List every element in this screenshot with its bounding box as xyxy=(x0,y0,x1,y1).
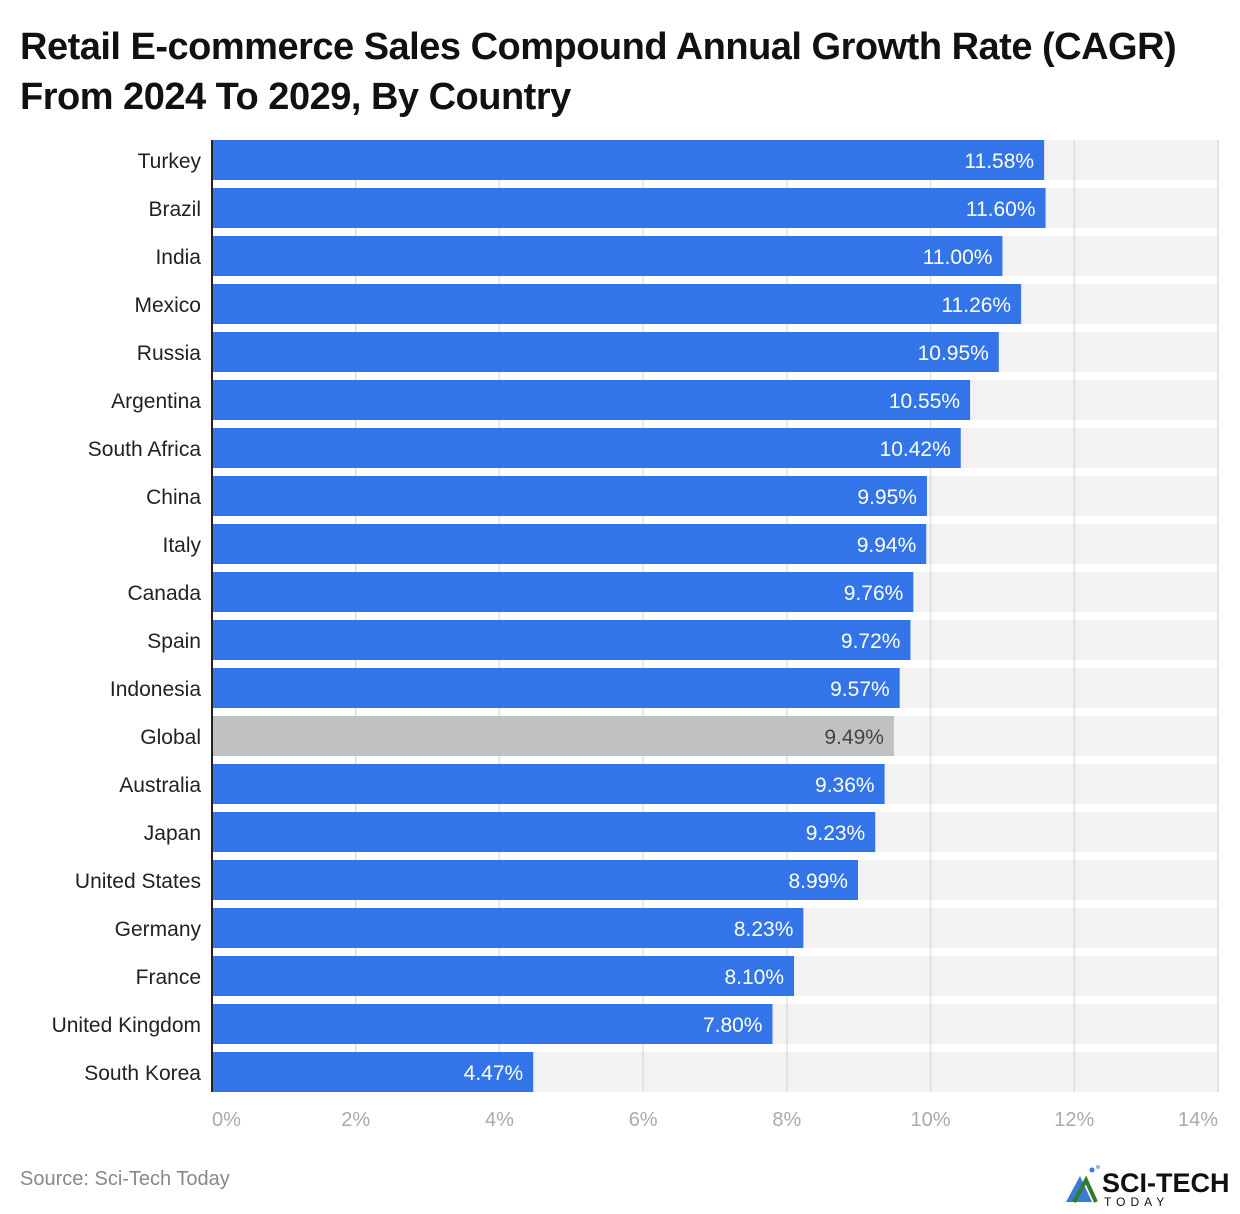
data-label: 10.55% xyxy=(889,390,960,413)
category-label: Italy xyxy=(162,534,201,557)
bar xyxy=(212,332,999,372)
chart-title: Retail E-commerce Sales Compound Annual … xyxy=(20,26,1177,118)
data-label: 9.49% xyxy=(824,726,884,749)
category-label: Germany xyxy=(115,918,202,941)
data-label: 9.36% xyxy=(815,774,875,797)
data-label: 11.58% xyxy=(964,150,1034,173)
category-label: Argentina xyxy=(111,390,201,413)
bar xyxy=(212,524,927,564)
category-label: Spain xyxy=(147,630,201,653)
category-label: Turkey xyxy=(138,150,202,173)
bar xyxy=(212,620,911,660)
category-label: Canada xyxy=(127,582,201,605)
data-label: 8.99% xyxy=(788,870,848,893)
data-label: 7.80% xyxy=(703,1014,763,1037)
x-tick-label: 4% xyxy=(485,1109,514,1131)
x-tick-label: 12% xyxy=(1054,1109,1094,1131)
data-label: 8.23% xyxy=(734,918,794,941)
category-label: South Africa xyxy=(88,438,202,461)
bar xyxy=(212,668,900,708)
bar xyxy=(212,716,894,756)
x-tick-label: 6% xyxy=(629,1109,658,1131)
category-label: France xyxy=(136,966,201,989)
data-label: 4.47% xyxy=(464,1062,524,1085)
data-label: 10.95% xyxy=(918,342,989,365)
category-label: India xyxy=(155,246,201,269)
category-label: China xyxy=(146,486,201,509)
bar xyxy=(212,764,885,804)
category-label: Australia xyxy=(119,774,201,797)
bar xyxy=(212,380,971,420)
data-label: 9.94% xyxy=(857,534,917,557)
category-label: United States xyxy=(75,870,201,893)
data-label: 9.95% xyxy=(857,486,917,509)
x-tick-label: 10% xyxy=(911,1109,951,1131)
category-label: Japan xyxy=(144,822,201,845)
x-tick-label: 2% xyxy=(341,1109,370,1131)
category-label: South Korea xyxy=(84,1062,201,1085)
svg-text:SCI-TECH: SCI-TECH xyxy=(1102,1168,1230,1198)
bar xyxy=(212,572,914,612)
svg-text:TODAY: TODAY xyxy=(1104,1195,1169,1208)
bar xyxy=(212,1004,773,1044)
data-label: 9.57% xyxy=(830,678,890,701)
bar xyxy=(212,140,1045,180)
bar xyxy=(212,812,876,852)
data-label: 11.00% xyxy=(923,246,993,269)
x-tick-label: 8% xyxy=(772,1109,801,1131)
sci-tech-today-logo: SCI-TECH TODAY xyxy=(1066,1165,1230,1208)
data-label: 11.60% xyxy=(966,198,1036,221)
bar-chart: 11.58% Turkey 11.60% Brazil 11.00% India 11.26… xyxy=(52,140,1219,1131)
data-label: 9.23% xyxy=(806,822,866,845)
x-tick-label: 0% xyxy=(212,1109,241,1131)
bar xyxy=(212,1052,534,1092)
data-label: 9.76% xyxy=(844,582,904,605)
category-label: Indonesia xyxy=(110,678,201,701)
bar xyxy=(212,236,1003,276)
bar xyxy=(212,428,961,468)
data-label: 9.72% xyxy=(841,630,901,653)
bar xyxy=(212,188,1046,228)
source-note: Source: Sci-Tech Today xyxy=(20,1168,230,1190)
bar xyxy=(212,860,858,900)
category-label: United Kingdom xyxy=(52,1014,201,1037)
category-label: Global xyxy=(140,726,201,749)
category-label: Brazil xyxy=(148,198,201,221)
data-label: 8.10% xyxy=(724,966,784,989)
category-label: Russia xyxy=(137,342,202,365)
data-label: 11.26% xyxy=(941,294,1011,317)
x-tick-label: 14% xyxy=(1178,1109,1218,1131)
bar xyxy=(212,908,804,948)
bar xyxy=(212,284,1022,324)
category-label: Mexico xyxy=(134,294,201,317)
bar xyxy=(212,476,927,516)
data-label: 10.42% xyxy=(880,438,951,461)
bar xyxy=(212,956,795,996)
